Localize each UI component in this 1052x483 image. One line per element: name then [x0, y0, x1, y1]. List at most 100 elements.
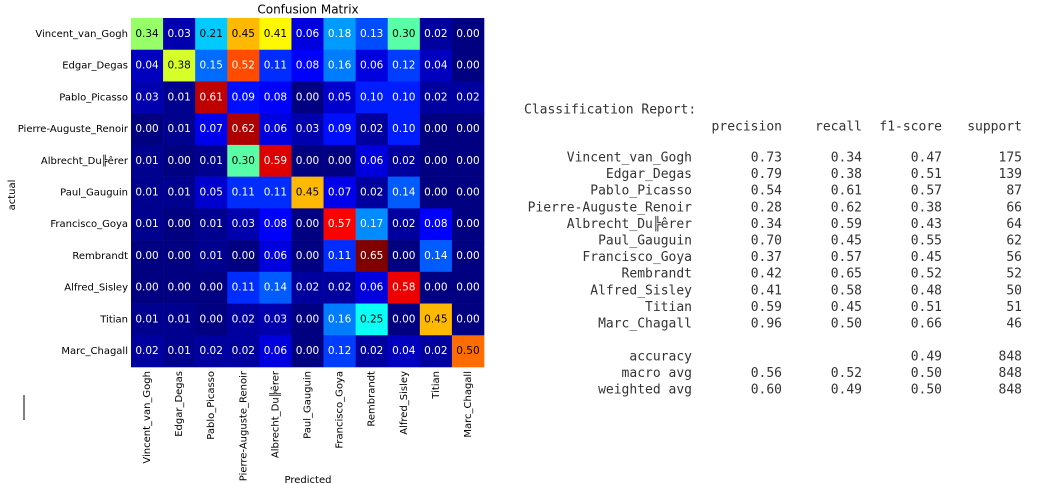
- cell-label: 0.11: [232, 282, 255, 294]
- heatmap-cell: [355, 18, 389, 51]
- cell-label: 0.01: [167, 123, 190, 135]
- cell-label: 0.00: [200, 282, 223, 294]
- report-cell: 0.61: [831, 184, 862, 199]
- cell-label: 0.61: [200, 91, 223, 103]
- heatmap-cell: [387, 208, 421, 241]
- cell-label: 0.04: [392, 345, 416, 357]
- cell-label: 0.00: [392, 250, 415, 262]
- report-cell: 0.48: [911, 283, 942, 298]
- cell-label: 0.06: [264, 250, 288, 262]
- heatmap-cell: [227, 208, 260, 241]
- cell-label: 0.45: [232, 28, 255, 40]
- heatmap-cell: [419, 335, 453, 368]
- report-cell: 50: [1006, 283, 1022, 298]
- cell-label: 0.12: [328, 345, 351, 357]
- cell-label: 0.50: [456, 345, 479, 357]
- heatmap-cell: [163, 49, 196, 82]
- heatmap-cell: [131, 18, 164, 51]
- cell-label: 0.12: [392, 60, 415, 72]
- report-cell: 66: [1006, 200, 1022, 215]
- cell-label: 0.02: [360, 345, 383, 357]
- cell-label: 0.65: [360, 250, 383, 262]
- report-cell: 56: [1006, 250, 1022, 265]
- heatmap-cell: [323, 208, 356, 241]
- cell-label: 0.06: [360, 60, 384, 72]
- cell-label: 0.62: [232, 123, 255, 135]
- heatmap-cell: [387, 303, 421, 336]
- heatmap-cell: [323, 81, 356, 114]
- cell-label: 0.02: [424, 345, 447, 357]
- heatmap-cell: [163, 81, 196, 114]
- heatmap-cell: [163, 208, 196, 241]
- x-tick-label: Albrecht_Du╠êrer: [268, 370, 281, 458]
- cell-label: 0.02: [392, 218, 415, 230]
- cell-label: 0.09: [328, 123, 351, 135]
- report-cell: 87: [1006, 184, 1022, 199]
- x-tick-label: Alfred_Sisley: [399, 371, 410, 435]
- cell-label: 0.08: [264, 91, 287, 103]
- heatmap-cell: [131, 176, 164, 209]
- heatmap-cell: [355, 271, 389, 304]
- heatmap-cell: [131, 144, 164, 177]
- cell-label: 0.00: [167, 250, 190, 262]
- cell-label: 0.02: [232, 345, 255, 357]
- cell-label: 0.02: [360, 187, 383, 199]
- heatmap-cell: [419, 18, 453, 51]
- cell-label: 0.02: [232, 313, 255, 325]
- heatmap-cell: [227, 113, 260, 146]
- report-cell: 0.57: [911, 184, 942, 199]
- y-tick-label: Alfred_Sisley: [64, 283, 128, 294]
- heatmap-cell: [451, 208, 485, 241]
- report-cell: 848: [999, 383, 1022, 398]
- heatmap-cell: [291, 113, 324, 146]
- cell-label: 0.00: [296, 91, 319, 103]
- report-row-label: Alfred_Sisley: [590, 283, 692, 298]
- cell-label: 0.02: [424, 28, 447, 40]
- report-cell: 0.52: [911, 267, 942, 282]
- heatmap-cell: [163, 303, 196, 336]
- cell-label: 0.08: [424, 218, 447, 230]
- heatmap-cell: [195, 18, 228, 51]
- report-row-label: Marc_Chagall: [598, 317, 692, 332]
- x-axis-label: Predicted: [285, 475, 332, 483]
- heatmap-cell: [387, 18, 421, 51]
- cell-label: 0.00: [456, 155, 479, 167]
- x-tick-label: Francisco_Goya: [335, 371, 346, 449]
- y-tick-label: Vincent_van_Gogh: [35, 29, 128, 40]
- cell-label: 0.25: [360, 313, 383, 325]
- heatmap-cell: [419, 240, 453, 273]
- cell-label: 0.03: [135, 91, 158, 103]
- cell-label: 0.00: [167, 282, 190, 294]
- heatmap-cell: [195, 240, 228, 273]
- heatmap-cell: [291, 49, 324, 82]
- heatmap-cell: [387, 335, 421, 368]
- report-cell: 0.34: [751, 217, 782, 232]
- report-cell: 175: [999, 151, 1022, 166]
- heatmap-cell: [323, 113, 356, 146]
- cell-label: 0.02: [360, 123, 383, 135]
- heatmap-cell: [419, 81, 453, 114]
- cell-label: 0.01: [135, 155, 158, 167]
- cell-label: 0.00: [167, 155, 190, 167]
- cell-label: 0.00: [296, 313, 319, 325]
- heatmap-cell: [451, 18, 485, 51]
- y-tick-label: Rembrandt: [72, 251, 128, 262]
- cell-label: 0.00: [135, 282, 158, 294]
- cell-label: 0.00: [424, 282, 447, 294]
- cell-label: 0.07: [328, 187, 351, 199]
- report-cell: 0.50: [911, 383, 942, 398]
- heatmap-cell: [291, 240, 324, 273]
- report-cell: 0.55: [911, 234, 942, 249]
- cell-label: 0.02: [200, 345, 223, 357]
- heatmap-cell: [355, 208, 389, 241]
- heatmap-cell: [227, 335, 260, 368]
- report-cell: 0.49: [911, 350, 942, 365]
- report-cell: 0.34: [831, 151, 862, 166]
- cell-label: 0.06: [360, 155, 384, 167]
- heatmap-cell: [419, 113, 453, 146]
- cell-label: 0.01: [167, 345, 190, 357]
- cell-label: 0.01: [200, 218, 223, 230]
- report-cell: 64: [1006, 217, 1022, 232]
- report-cell: 0.38: [911, 200, 942, 215]
- cell-label: 0.10: [392, 91, 415, 103]
